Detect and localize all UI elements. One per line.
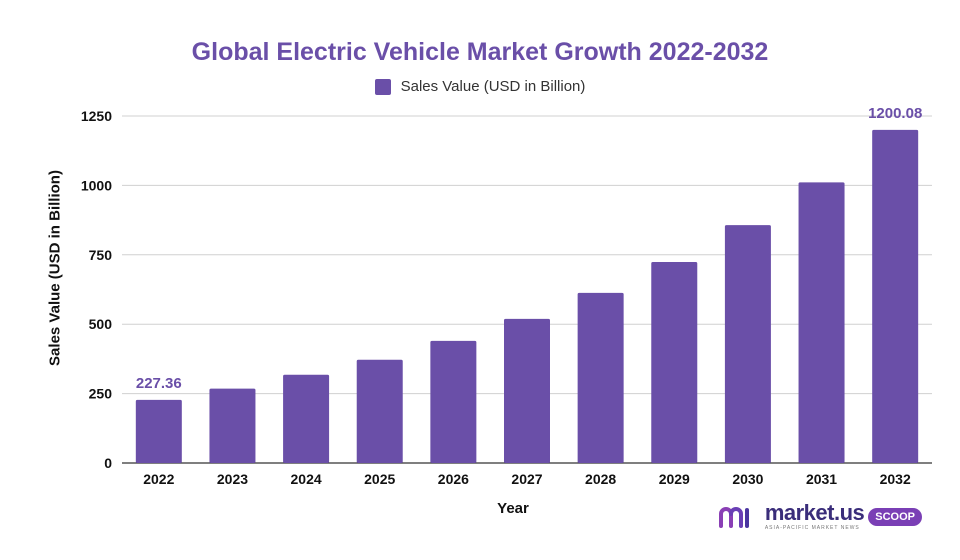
bar	[430, 340, 477, 463]
x-tick-labels: 2022 2023 2024 2025 2026 2027 2028 2029 2030 2031…	[143, 471, 911, 487]
bar	[283, 374, 330, 463]
bars	[135, 129, 919, 463]
bar	[504, 318, 550, 463]
legend: Sales Value (USD in Billion)	[0, 78, 960, 95]
x-tick-label: 2024	[291, 471, 322, 487]
bar	[577, 292, 624, 463]
y-tick-label: 250	[89, 386, 113, 402]
x-tick-label: 2028	[585, 471, 616, 487]
brand-badge: SCOOP	[868, 507, 922, 526]
legend-swatch	[374, 78, 391, 95]
market-us-logo-icon	[718, 506, 749, 528]
x-tick-label: 2022	[143, 471, 174, 487]
bar	[724, 225, 771, 463]
brand-logo: market.us ASIA-PACIFIC MARKET NEWS SCOOP	[717, 502, 922, 531]
y-tick-label: 1000	[81, 177, 112, 193]
y-tick-label: 1250	[81, 108, 112, 124]
data-label: 227.36	[136, 375, 182, 392]
y-tick-label: 750	[89, 247, 113, 263]
bar	[209, 388, 256, 463]
chart-title: Global Electric Vehicle Market Growth 20…	[191, 38, 769, 66]
bar	[356, 359, 403, 463]
legend-label: Sales Value (USD in Billion)	[400, 78, 586, 95]
x-tick-label: 2027	[511, 471, 542, 487]
y-tick-label: 0	[104, 455, 112, 471]
x-tick-label: 2025	[364, 471, 395, 487]
bar	[872, 129, 919, 463]
x-tick-label: 2023	[217, 471, 248, 487]
brand-tagline: ASIA-PACIFIC MARKET NEWS	[764, 525, 860, 531]
x-tick-label: 2032	[880, 471, 911, 487]
x-tick-label: 2031	[806, 471, 837, 487]
bar	[651, 262, 698, 463]
data-labels: 227.36 1200.08	[136, 105, 922, 392]
x-axis-label: Year	[497, 500, 529, 517]
bar	[798, 182, 845, 463]
bar	[135, 399, 182, 463]
y-tick-labels: 0 250 500 750 1000 1250	[81, 108, 112, 471]
x-tick-label: 2029	[659, 471, 690, 487]
x-tick-label: 2026	[438, 471, 469, 487]
brand-name: market.us	[764, 500, 865, 525]
x-tick-label: 2030	[732, 471, 763, 487]
y-tick-label: 500	[89, 316, 113, 332]
data-label: 1200.08	[868, 105, 922, 122]
